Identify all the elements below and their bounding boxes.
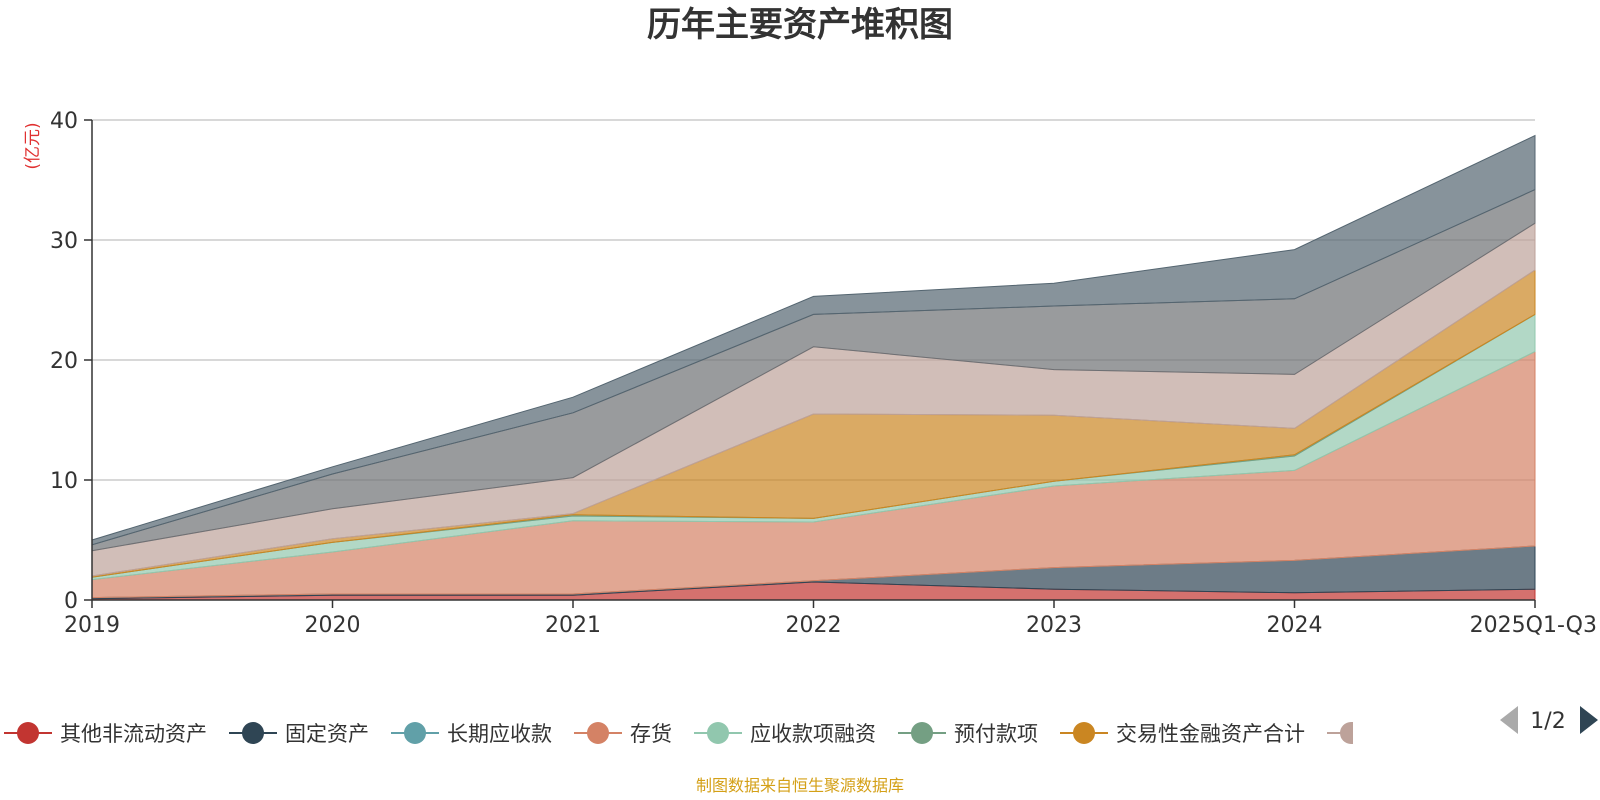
legend-marker-icon [17, 722, 39, 744]
legend[interactable]: 其他非流动资产 固定资产 长期应收款 存货 应收款项融资 预付款项 交易性金融资产合计 [4, 722, 1353, 746]
legend-prev-page-icon[interactable] [1500, 706, 1518, 734]
y-tick-label: 30 [50, 229, 78, 254]
legend-marker-icon [1073, 722, 1095, 744]
legend-label: 长期应收款 [447, 722, 552, 746]
axes: 0 10 20 30 40 2019 2020 2021 2022 2023 2024 2025Q1-… [50, 109, 1597, 638]
x-tick-label: 2023 [1026, 613, 1082, 638]
legend-marker-icon [404, 722, 426, 744]
x-tick-label: 2019 [64, 613, 120, 638]
legend-marker-icon [911, 722, 933, 744]
y-tick-label: 10 [50, 469, 78, 494]
area-series-group [91, 134, 1536, 601]
legend-pager: 1/2 [1500, 706, 1598, 734]
legend-label: 固定资产 [285, 722, 369, 746]
x-tick-label: 2021 [545, 613, 601, 638]
x-tick-label: 2024 [1267, 613, 1323, 638]
legend-item[interactable]: 长期应收款 [391, 722, 552, 746]
legend-label: 预付款项 [954, 722, 1038, 746]
legend-label: 存货 [630, 722, 672, 746]
legend-label: 应收款项融资 [750, 722, 876, 746]
legend-item[interactable]: 固定资产 [229, 722, 369, 746]
legend-label: 其他非流动资产 [60, 722, 207, 746]
legend-label: 交易性金融资产合计 [1116, 722, 1305, 746]
x-tick-label: 2025Q1-Q3 [1470, 613, 1597, 638]
y-axis-unit-label: (亿元) [23, 122, 43, 169]
legend-marker-icon [707, 722, 729, 744]
legend-next-page-icon[interactable] [1580, 706, 1598, 734]
legend-marker-icon [242, 722, 264, 744]
legend-page-indicator: 1/2 [1530, 709, 1565, 734]
x-tick-label: 2020 [305, 613, 361, 638]
area-series-10[interactable] [91, 134, 1536, 546]
legend-item[interactable]: 交易性金融资产合计 [1060, 722, 1305, 746]
y-tick-label: 0 [64, 589, 78, 614]
legend-item[interactable]: 存货 [574, 722, 672, 746]
legend-item[interactable]: 预付款项 [898, 722, 1038, 746]
y-tick-label: 20 [50, 349, 78, 374]
legend-marker-icon [587, 722, 609, 744]
legend-marker-icon [1340, 722, 1353, 744]
legend-item[interactable]: 应收款项融资 [694, 722, 876, 746]
chart-title: 历年主要资产堆积图 [647, 5, 953, 45]
legend-item[interactable]: 其他非流动资产 [4, 722, 207, 746]
x-tick-label: 2022 [786, 613, 842, 638]
source-note: 制图数据来自恒生聚源数据库 [696, 776, 904, 795]
y-tick-label: 40 [50, 109, 78, 134]
legend-item-partial [1327, 722, 1353, 744]
